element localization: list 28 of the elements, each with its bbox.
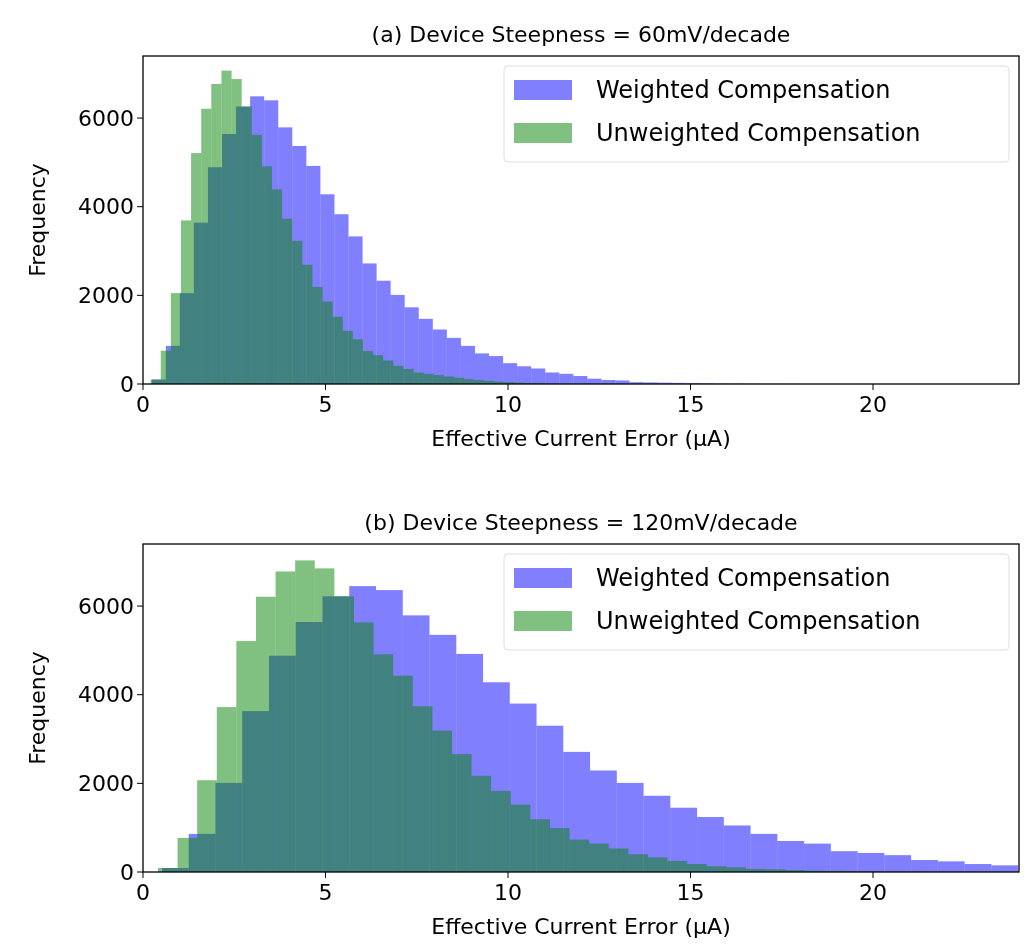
y-tick-label: 0	[120, 371, 134, 397]
y-tick-label: 0	[120, 859, 134, 885]
y-tick-label: 6000	[78, 593, 134, 619]
x-tick-label: 0	[136, 392, 150, 417]
x-axis-title: Effective Current Error (µA)	[431, 914, 731, 939]
legend-label: Unweighted Compensation	[596, 607, 921, 636]
x-tick-label: 5	[318, 880, 333, 905]
y-tick-label: 2000	[78, 283, 134, 309]
x-tick-label: 20	[859, 392, 887, 417]
y-tick-label: 2000	[78, 771, 134, 797]
y-tick-label: 6000	[78, 105, 134, 131]
chart-title: (b) Device Steepness = 120mV/decade	[364, 510, 798, 535]
x-tick-label: 15	[676, 392, 705, 417]
x-tick-label: 20	[859, 880, 887, 905]
legend-label: Weighted Compensation	[596, 564, 891, 593]
y-axis-title: Frequency	[25, 163, 50, 277]
x-tick-label: 5	[318, 392, 333, 417]
x-axis-title: Effective Current Error (µA)	[431, 426, 731, 451]
y-tick-label: 4000	[78, 194, 134, 220]
legend-label: Weighted Compensation	[596, 76, 891, 105]
y-axis-title: Frequency	[25, 651, 50, 765]
x-tick-label: 10	[494, 880, 522, 905]
legend-label: Unweighted Compensation	[596, 119, 921, 148]
x-tick-label: 0	[136, 880, 150, 905]
y-tick-label: 4000	[78, 682, 134, 708]
x-tick-label: 10	[494, 392, 522, 417]
x-tick-label: 15	[676, 880, 705, 905]
chart-title: (a) Device Steepness = 60mV/decade	[371, 22, 791, 47]
